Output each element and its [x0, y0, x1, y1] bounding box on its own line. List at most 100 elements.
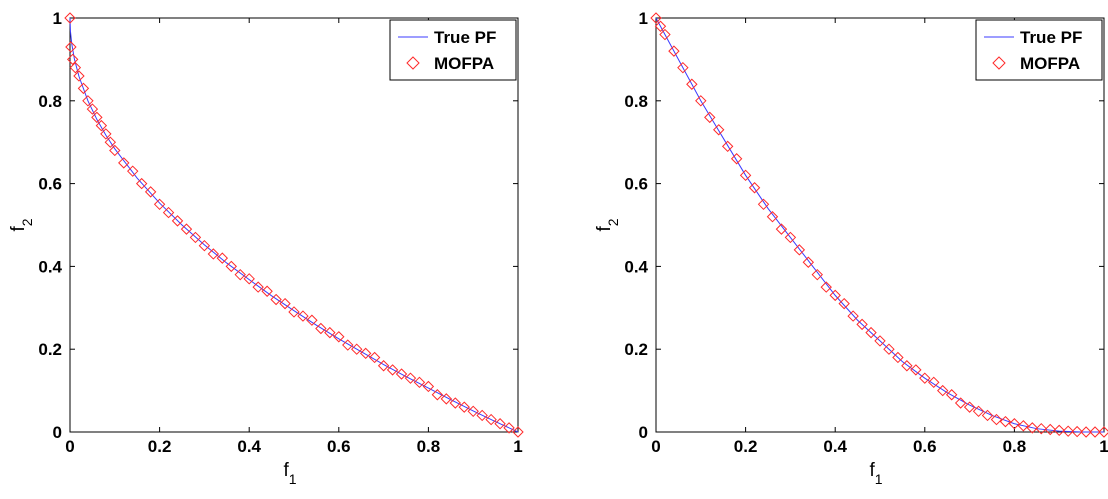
data-point-mofpa	[919, 372, 931, 384]
data-point-mofpa	[359, 347, 372, 360]
y-tick-label: 0.4	[624, 257, 648, 276]
data-point-mofpa	[252, 281, 264, 293]
data-point-mofpa	[981, 409, 994, 422]
data-point-mofpa	[865, 326, 877, 339]
data-point-mofpa	[386, 364, 399, 376]
data-point-mofpa	[883, 343, 895, 355]
legend-label-mofpa: MOFPA	[1020, 54, 1080, 73]
data-point-mofpa	[874, 335, 886, 347]
series-line-true-pf	[655, 17, 1104, 433]
data-point-mofpa	[972, 405, 985, 418]
data-point-mofpa	[1071, 425, 1083, 438]
y-axis-label: f2	[8, 218, 35, 231]
data-point-mofpa	[512, 426, 524, 438]
data-point-mofpa	[243, 273, 255, 285]
data-point-mofpa	[793, 244, 806, 256]
x-tick-label: 0.4	[237, 437, 261, 456]
data-point-mofpa	[1098, 426, 1108, 438]
data-point-mofpa	[73, 70, 85, 82]
y-tick-label: 0.4	[38, 257, 62, 276]
data-point-mofpa	[91, 111, 103, 124]
data-point-mofpa	[288, 306, 300, 318]
data-point-mofpa	[431, 389, 444, 401]
data-point-mofpa	[315, 322, 327, 335]
x-axis-label: f1	[283, 460, 296, 487]
x-tick-label: 0.4	[823, 437, 847, 456]
legend-box	[389, 19, 517, 81]
data-point-mofpa	[297, 310, 309, 322]
data-point-mofpa	[820, 281, 832, 293]
data-point-mofpa	[784, 231, 797, 244]
data-point-mofpa	[1089, 426, 1101, 438]
data-point-mofpa	[954, 397, 967, 409]
x-axis-label: f1	[869, 460, 882, 487]
x-tick-label: 0.8	[417, 437, 441, 456]
data-point-mofpa	[847, 310, 859, 322]
data-point-mofpa	[739, 169, 752, 182]
y-tick-label: 0.8	[624, 92, 648, 111]
y-tick-label: 0.6	[624, 175, 648, 194]
data-point-mofpa	[802, 256, 815, 268]
data-point-mofpa	[829, 289, 841, 302]
x-tick-label: 0.8	[1003, 437, 1027, 456]
legend-label-true-pf: True PF	[434, 28, 496, 47]
data-point-mofpa	[1035, 422, 1047, 435]
data-point-mofpa	[351, 343, 363, 355]
y-axis-label-subscript: 2	[19, 218, 35, 226]
data-point-mofpa	[449, 397, 461, 409]
data-point-mofpa	[153, 198, 166, 211]
data-point-mofpa	[109, 144, 121, 157]
data-point-mofpa	[503, 422, 515, 434]
data-point-mofpa	[476, 409, 488, 422]
data-point-mofpa	[65, 41, 77, 53]
data-point-mofpa	[162, 206, 175, 219]
data-point-mofpa	[757, 198, 770, 211]
data-point-mofpa	[838, 297, 850, 310]
x-tick-label: 0.6	[913, 437, 937, 456]
data-point-mofpa	[395, 368, 408, 380]
data-point-mofpa	[1053, 424, 1065, 437]
data-point-mofpa	[413, 376, 426, 389]
data-point-mofpa	[695, 95, 707, 107]
data-point-mofpa	[377, 360, 390, 372]
data-point-mofpa	[766, 211, 779, 223]
data-point-mofpa	[82, 95, 94, 107]
data-point-mofpa	[659, 28, 671, 41]
data-point-mofpa	[261, 285, 273, 297]
data-point-mofpa	[86, 103, 99, 115]
data-point-mofpa	[990, 413, 1003, 426]
data-point-mofpa	[104, 136, 117, 148]
data-point-mofpa	[677, 61, 689, 74]
data-point-mofpa	[1062, 425, 1074, 437]
data-point-mofpa	[704, 111, 716, 124]
x-tick-label: 0.6	[327, 437, 351, 456]
data-point-mofpa	[1080, 426, 1092, 438]
data-point-mofpa	[118, 157, 130, 169]
legend-label-true-pf: True PF	[1020, 28, 1082, 47]
data-point-mofpa	[458, 401, 470, 413]
data-point-mofpa	[730, 153, 743, 165]
data-point-mofpa	[937, 384, 949, 397]
legend-box	[975, 19, 1103, 81]
data-point-mofpa	[189, 231, 202, 244]
data-point-mofpa	[1026, 422, 1039, 434]
data-point-mofpa	[180, 223, 193, 235]
data-point-mofpa	[324, 326, 336, 339]
data-point-mofpa	[234, 268, 246, 281]
data-point-mofpa	[64, 12, 76, 24]
data-point-mofpa	[650, 12, 662, 24]
data-point-mofpa	[686, 78, 698, 90]
y-tick-label: 0	[639, 423, 648, 442]
x-tick-label: 1	[513, 437, 522, 456]
data-point-mofpa	[811, 268, 823, 281]
data-point-mofpa	[928, 376, 940, 389]
data-point-mofpa	[892, 351, 904, 364]
data-point-mofpa	[216, 252, 229, 264]
data-point-mofpa	[721, 140, 734, 153]
data-point-mofpa	[999, 415, 1012, 428]
y-tick-label: 1	[53, 9, 62, 28]
data-point-mofpa	[901, 360, 913, 372]
